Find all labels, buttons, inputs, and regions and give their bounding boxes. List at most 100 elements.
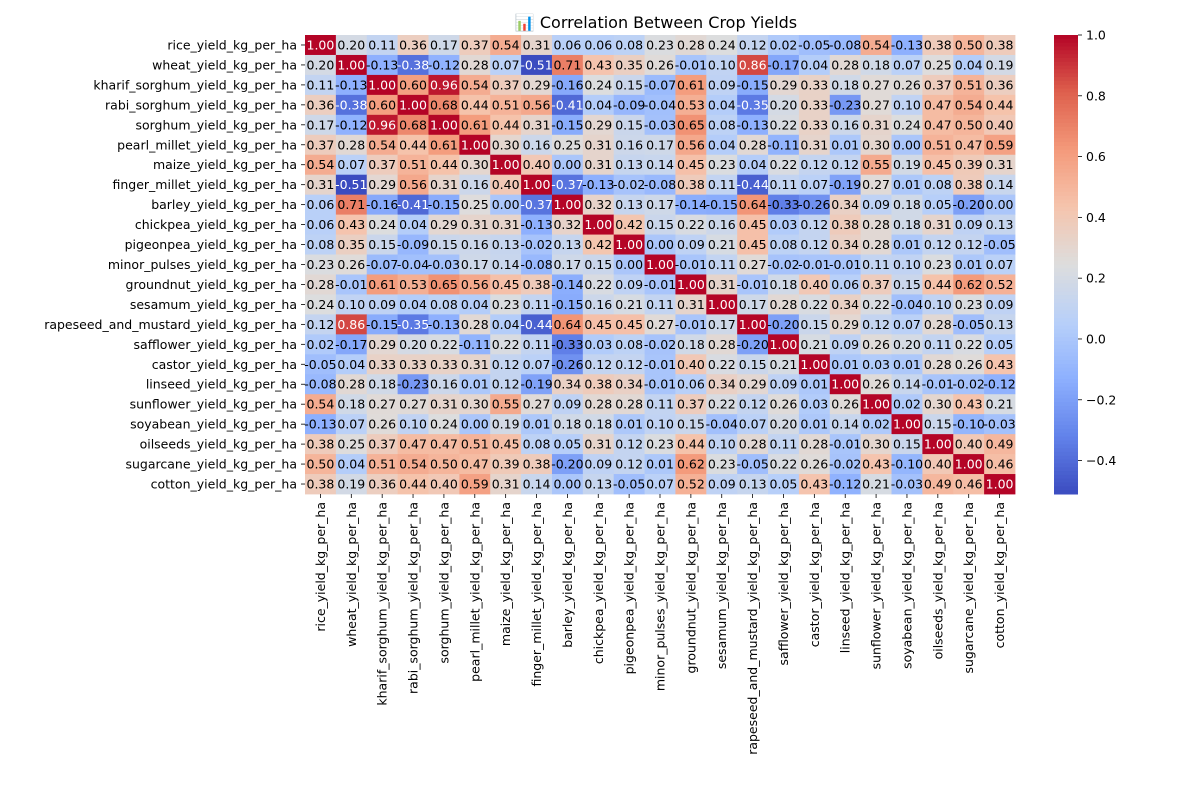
heatmap-cell [335,74,368,96]
heatmap-cell [366,234,399,255]
cell-value-label: 0.11 [307,77,335,92]
heatmap-cell [397,234,429,255]
cell-value-label: 0.09 [615,277,643,292]
cell-value-label: 0.15 [646,217,674,232]
heatmap-cell [613,334,645,355]
heatmap-cell [305,394,337,415]
cell-value-label: 0.09 [770,377,798,392]
heatmap-cell [675,214,707,235]
cell-value-label: 0.12 [615,437,643,452]
cell-value-label: 0.43 [986,357,1014,372]
colorbar-segment [1054,467,1078,472]
heatmap-cell [521,414,553,435]
cell-value-label: 0.71 [553,57,581,72]
cell-value-label: 0.08 [924,177,952,192]
heatmap-cell [521,214,553,235]
cell-value-label: 0.09 [955,217,983,232]
cell-value-label: 0.51 [955,77,983,92]
cell-value-label: 0.22 [708,357,736,372]
cell-value-label: 0.61 [677,77,705,92]
cell-value-label: -0.15 [428,197,460,212]
heatmap-cell [551,334,584,355]
cell-value-label: 0.18 [893,197,921,212]
cell-value-label: 0.02 [770,37,798,52]
heatmap-cell [582,194,615,216]
heatmap-cell [922,334,954,355]
heatmap-cell [335,394,368,415]
cell-value-label: 0.11 [523,337,551,352]
heatmap-cell [737,154,769,176]
heatmap-cell [984,114,1016,136]
cell-value-label: 0.12 [739,397,767,412]
colorbar-segment [1054,363,1078,369]
colorbar-segment [1054,379,1078,384]
cell-value-label: 0.30 [862,137,890,152]
heatmap-cell [737,334,769,355]
heatmap-cell [613,254,645,275]
cell-value-label: 0.22 [800,297,828,312]
cell-value-label: 0.56 [461,277,489,292]
heatmap-cell [551,354,584,375]
heatmap-cell [798,474,831,495]
colorbar-segment [1054,325,1078,331]
heatmap-cell [428,274,460,295]
cell-value-label: 0.14 [523,477,551,492]
heatmap-cell [551,35,584,56]
cell-value-label: 0.21 [615,297,643,312]
column-tick-labels: rice_yield_kg_per_ha wheat_yield_kg_per_h… [313,494,1007,755]
cell-value-label: 0.27 [523,397,551,412]
cell-value-label: 0.34 [708,377,736,392]
heatmap-cell [613,35,645,56]
cell-value-label: 0.30 [492,137,520,152]
colorbar-segment [1054,65,1078,70]
heatmap-cell [798,314,831,335]
cell-value-label: 0.12 [924,237,952,252]
colorbar-segment [1054,145,1078,151]
cell-value-label: 0.09 [986,297,1014,312]
heatmap-cell [798,414,831,435]
heatmap-cell [706,414,738,435]
cell-value-label: 0.18 [584,417,612,432]
heatmap-cell [891,374,923,395]
cell-value-label: 0.01 [615,417,643,432]
cell-value-label: -0.07 [366,257,398,272]
heatmap-cell [953,474,985,495]
colorbar-segment [1054,199,1078,204]
cell-value-label: 0.31 [461,217,489,232]
cell-value-label: 0.65 [430,277,458,292]
heatmap-cell [675,414,707,435]
cell-value-label: -0.01 [922,377,954,392]
column-tick-label: linseed_yield_kg_per_ha [838,502,853,653]
column-tick-label: castor_yield_kg_per_ha [807,502,822,647]
heatmap-cell [582,474,615,495]
heatmap-cell [397,374,429,395]
cell-value-label: -0.13 [428,317,460,332]
cell-value-label: 0.31 [584,157,612,172]
heatmap-cell [798,394,831,415]
row-tick-label: finger_millet_yield_kg_per_ha [113,177,298,192]
colorbar-tick-label: −0.4 [1086,453,1116,468]
heatmap-cell [459,254,491,275]
cell-value-label: -0.13 [304,417,336,432]
colorbar-segment [1054,165,1078,170]
cell-value-label: 0.07 [337,417,365,432]
cell-value-label: 0.12 [800,217,828,232]
cell-value-label: 0.09 [553,397,581,412]
cell-value-label: 0.26 [831,397,859,412]
heatmap-cell [428,134,460,156]
heatmap-cell [335,94,368,116]
cell-value-label: -0.08 [829,37,861,52]
heatmap-cell [521,394,553,415]
heatmap-cell [521,234,553,255]
heatmap-cell [335,414,368,435]
cell-value-label: 0.26 [646,57,674,72]
row-tick-label: maize_yield_kg_per_ha [153,157,297,172]
cell-value-label: 0.30 [461,157,489,172]
cell-value-label: -0.09 [397,237,429,252]
heatmap-cell [737,214,769,235]
colorbar-tick-label: 0.0 [1086,331,1106,346]
heatmap-cell [798,194,831,216]
heatmap-cell [953,434,985,455]
cell-value-label: -0.51 [335,177,367,192]
cell-value-label: 0.22 [677,217,705,232]
